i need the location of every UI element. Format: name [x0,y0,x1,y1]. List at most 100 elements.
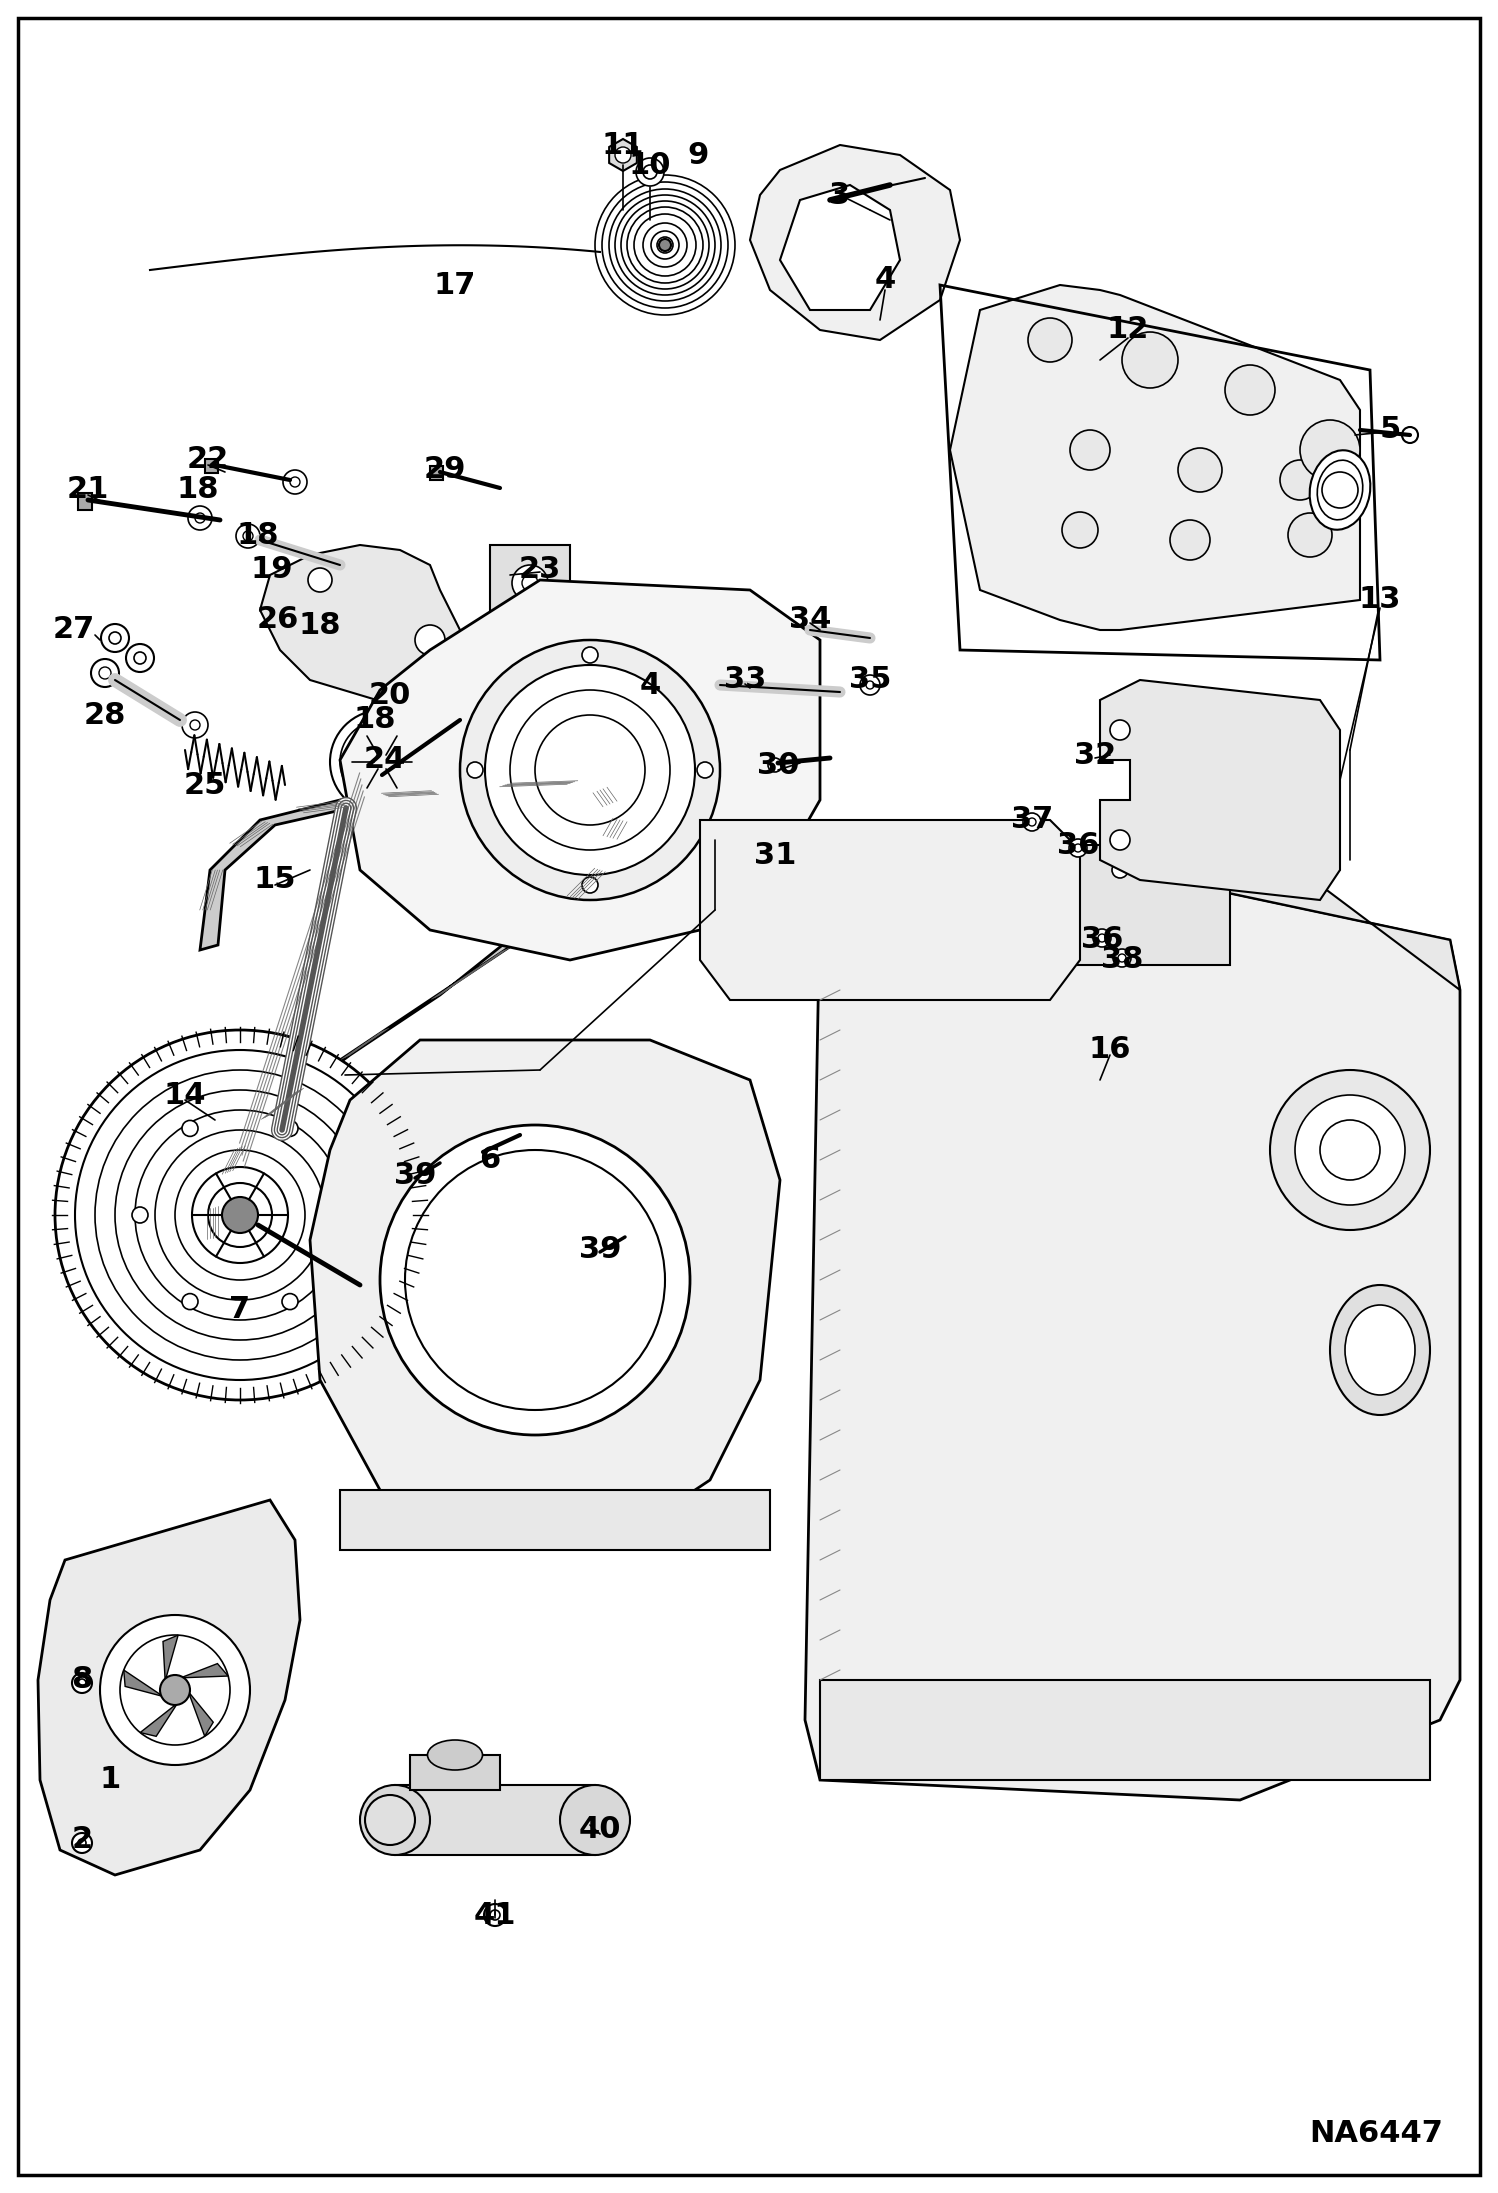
Circle shape [473,1147,487,1162]
Circle shape [443,765,452,774]
Circle shape [100,1614,250,1765]
Circle shape [1300,421,1360,480]
Text: 39: 39 [394,1160,436,1189]
Circle shape [1118,954,1126,963]
Polygon shape [205,458,219,474]
Polygon shape [310,1039,780,1546]
Circle shape [160,1675,190,1704]
Text: 33: 33 [724,664,765,695]
Ellipse shape [1309,450,1371,531]
Polygon shape [141,1702,178,1737]
Circle shape [352,732,412,792]
Ellipse shape [360,1785,430,1855]
Ellipse shape [560,1785,631,1855]
Circle shape [628,206,703,283]
Text: 5: 5 [1380,414,1401,445]
Text: 31: 31 [753,840,797,868]
Circle shape [181,1294,198,1309]
Circle shape [192,1167,288,1263]
Circle shape [1062,862,1079,877]
Circle shape [1094,930,1112,947]
Circle shape [1122,331,1177,388]
Text: 18: 18 [298,610,342,640]
Circle shape [1098,934,1106,943]
Circle shape [1320,1121,1380,1180]
Circle shape [1110,719,1129,739]
Circle shape [94,1070,385,1360]
Circle shape [1177,447,1222,491]
Circle shape [1023,814,1041,831]
Circle shape [1170,520,1210,559]
Circle shape [436,759,460,783]
Ellipse shape [1345,1305,1416,1395]
Circle shape [484,1904,506,1925]
Circle shape [291,478,300,487]
Circle shape [637,158,664,186]
Text: 16: 16 [1089,1035,1131,1064]
Text: 25: 25 [184,770,226,800]
Circle shape [521,575,538,590]
Text: 18: 18 [237,520,279,550]
Circle shape [428,689,452,713]
Circle shape [610,189,721,300]
Text: 38: 38 [1101,945,1143,974]
Circle shape [535,715,646,825]
Polygon shape [163,1636,178,1682]
Bar [490,546,571,621]
Circle shape [340,719,424,805]
Circle shape [659,239,671,250]
Polygon shape [187,1691,213,1737]
Text: 18: 18 [354,706,397,735]
Circle shape [512,566,548,601]
Circle shape [1110,829,1129,851]
Circle shape [697,761,713,779]
Text: 23: 23 [518,555,562,586]
Circle shape [1028,818,1037,827]
Text: 4: 4 [875,265,896,294]
Circle shape [1294,1094,1405,1204]
Polygon shape [950,285,1360,629]
Circle shape [460,640,721,899]
Circle shape [490,1910,500,1921]
Circle shape [658,237,673,252]
Circle shape [72,1673,91,1693]
Circle shape [1225,364,1275,414]
Text: 4: 4 [640,671,661,700]
Circle shape [616,195,715,296]
Circle shape [583,877,598,893]
Circle shape [1074,844,1082,853]
Ellipse shape [427,1739,482,1770]
Circle shape [380,1125,691,1434]
Text: 29: 29 [424,456,466,485]
Polygon shape [430,465,443,480]
Polygon shape [700,820,1080,1000]
Circle shape [283,469,307,493]
Text: 30: 30 [756,750,800,779]
Circle shape [1070,430,1110,469]
Polygon shape [804,840,1461,1800]
Circle shape [195,513,205,522]
Circle shape [364,743,400,781]
Circle shape [1028,318,1073,362]
Polygon shape [201,781,620,1239]
Ellipse shape [1330,1285,1431,1414]
Text: 11: 11 [602,132,644,160]
Circle shape [1402,428,1419,443]
Polygon shape [825,193,837,206]
Circle shape [404,1149,665,1410]
Circle shape [374,754,389,770]
Text: 6: 6 [479,1145,500,1175]
Text: 36: 36 [1056,831,1100,860]
Circle shape [109,632,121,645]
Text: 41: 41 [473,1901,517,1930]
Text: 24: 24 [364,746,406,774]
Text: 12: 12 [1107,316,1149,344]
Circle shape [120,1636,231,1746]
Text: 3: 3 [830,180,851,211]
Circle shape [243,531,253,542]
Circle shape [634,215,697,276]
Circle shape [189,507,213,531]
Circle shape [99,667,111,680]
Circle shape [91,660,118,686]
Polygon shape [750,145,960,340]
